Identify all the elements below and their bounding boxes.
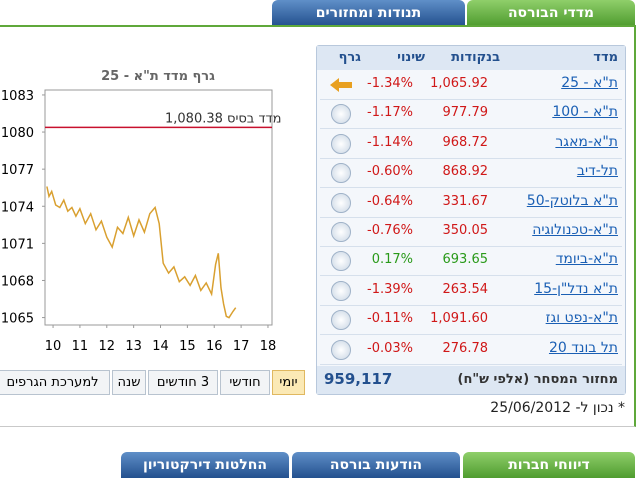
turnover-row: [317, 366, 625, 394]
x-tick-label: 16: [206, 339, 223, 354]
turnover-label: מחזור המסחר (אלפי ש"ח): [457, 372, 619, 387]
row-divider: [320, 275, 622, 277]
index-link[interactable]: ת"א-מאגר: [555, 133, 618, 150]
x-tick-label: 12: [99, 339, 116, 354]
range-button[interactable]: 3 חודשים: [148, 370, 218, 395]
points: 263.54: [442, 281, 489, 297]
x-tick-label: 18: [260, 339, 277, 354]
x-tick-label: 11: [72, 339, 89, 354]
plot-area: [44, 89, 273, 326]
column-header: שינוי: [397, 50, 425, 65]
column-header: מדד: [593, 50, 618, 65]
index-link[interactable]: ת"א נדל"ן-15: [534, 280, 618, 297]
frame: [0, 25, 636, 427]
turnover-value: 959,117: [324, 370, 393, 388]
selected-arrow: [330, 78, 339, 92]
range-button[interactable]: שנה: [112, 370, 146, 395]
range-button[interactable]: יומי: [272, 370, 305, 395]
index-link[interactable]: תל-דיב: [576, 163, 618, 180]
change: -0.03%: [367, 340, 413, 356]
graph-icon[interactable]: [331, 133, 351, 154]
row-divider: [320, 187, 622, 189]
index-link[interactable]: ת"א - 25: [561, 75, 618, 91]
row-divider: [320, 246, 622, 247]
tab[interactable]: מדדי הבורסה: [467, 0, 635, 26]
index-link[interactable]: ת"א בלוטק-50: [526, 192, 618, 209]
row-divider: [320, 216, 622, 218]
header-row: [317, 46, 625, 70]
graph-icon[interactable]: [331, 222, 351, 242]
change: -1.14%: [367, 134, 413, 150]
range-button[interactable]: חודשי: [220, 370, 270, 395]
baseline-label: מדד בסיס 1,080.38: [165, 111, 281, 126]
graph-icon[interactable]: [331, 104, 351, 125]
tab[interactable]: דיווחי חברות: [463, 452, 635, 478]
chart-title: גרף מדד ת"א - 25: [101, 69, 215, 84]
graph-icon[interactable]: [331, 339, 351, 360]
row-divider: [320, 128, 622, 130]
points: 1,065.92: [430, 76, 488, 91]
graph-icon[interactable]: [331, 280, 351, 301]
change: -1.34%: [367, 76, 413, 91]
change: -0.60%: [367, 164, 413, 180]
y-tick-label: 1065: [1, 312, 34, 327]
points: 276.78: [442, 340, 489, 356]
tab[interactable]: החלטות דירקטוריון: [121, 452, 289, 478]
points: 968.72: [442, 134, 489, 150]
row-divider: [320, 304, 622, 306]
x-tick-label: 13: [125, 339, 142, 354]
y-tick-label: 1077: [1, 163, 34, 178]
row-divider: [320, 363, 622, 365]
table-panel: [316, 45, 626, 395]
range-button[interactable]: למערכת הגרפים: [0, 370, 110, 395]
index-link[interactable]: תל בונד 20: [548, 339, 618, 356]
change: -0.64%: [367, 193, 413, 209]
points: 1,091.60: [430, 311, 488, 327]
index-link[interactable]: ת"א-ביומד: [555, 251, 618, 268]
y-tick-label: 1074: [1, 200, 34, 215]
row-divider: [320, 99, 622, 100]
x-tick-label: 17: [233, 339, 250, 354]
y-tick-label: 1068: [1, 274, 34, 289]
note: * נכון ל- 25/06/2012: [490, 400, 625, 416]
change: -0.11%: [367, 311, 413, 327]
x-tick-label: 10: [45, 339, 62, 354]
x-tick-label: 15: [179, 339, 196, 354]
index-link[interactable]: ת"א-נפט וגז: [545, 310, 618, 327]
change: 0.17%: [371, 252, 413, 268]
x-tick-label: 14: [152, 339, 169, 354]
row-divider: [320, 157, 622, 159]
column-header: גרף: [338, 50, 361, 65]
graph-icon[interactable]: [331, 163, 351, 184]
points: 868.92: [442, 164, 489, 180]
y-tick-label: 1083: [1, 89, 34, 104]
points: 977.79: [442, 105, 489, 121]
change: -1.17%: [367, 105, 413, 121]
graph-icon[interactable]: [331, 251, 351, 272]
index-link[interactable]: ת"א - 100: [552, 104, 618, 121]
row-divider: [320, 334, 622, 336]
index-line: [46, 186, 237, 319]
column-header: בנקודות: [451, 50, 500, 65]
y-tick-label: 1080: [1, 126, 34, 141]
change: -1.39%: [367, 281, 413, 297]
change: -0.76%: [367, 223, 413, 238]
points: 350.05: [442, 223, 489, 238]
points: 331.67: [442, 193, 489, 209]
index-link[interactable]: ת"א-טכנולוגיה: [532, 222, 618, 238]
tab[interactable]: הודעות בורסה: [292, 452, 460, 478]
graph-icon[interactable]: [331, 192, 351, 213]
graph-icon[interactable]: [331, 310, 351, 331]
chart: גרף מדד ת"א - 25 1083 1080 1077 1074 1071 106…: [1, 69, 282, 354]
points: 693.65: [442, 252, 489, 268]
selected-arrow-tail: [338, 82, 352, 88]
tab[interactable]: תנודות ומחזורים: [272, 0, 465, 26]
y-tick-label: 1071: [1, 237, 34, 252]
